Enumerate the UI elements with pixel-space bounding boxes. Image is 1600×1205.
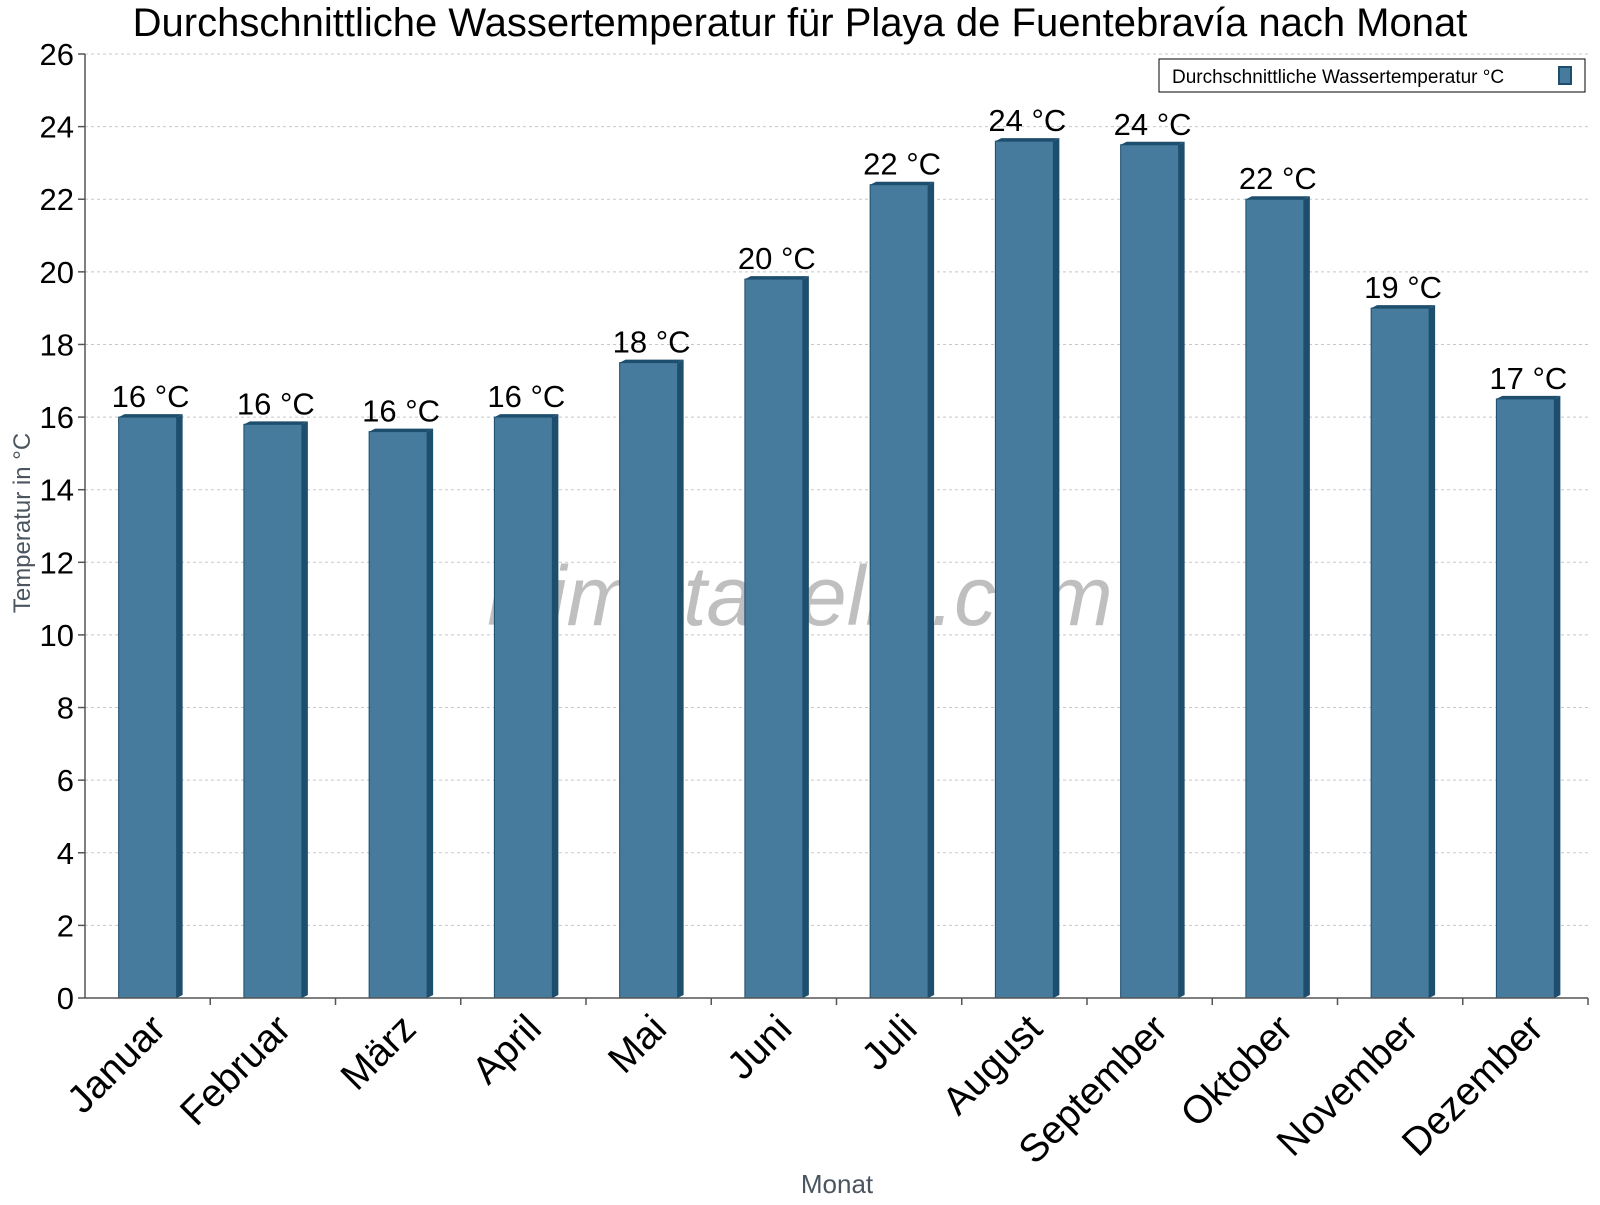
bar: [1120, 141, 1185, 999]
labels-layer: 16 °C 16 °C 16 °C 16 °C 18 °C 20 °C 22 °C 24 °C…: [112, 103, 1568, 428]
bar: [243, 421, 308, 999]
bar-face: [1120, 144, 1180, 999]
bar-side: [677, 359, 684, 999]
y-tick-label: 20: [40, 255, 74, 290]
x-tick-label: Januar: [59, 1007, 174, 1122]
y-tick-label: 8: [57, 691, 74, 726]
y-tick-label: 22: [40, 182, 74, 217]
bar: [869, 181, 935, 999]
bar-face: [243, 423, 303, 999]
bar-face: [619, 362, 679, 999]
bar-side: [802, 276, 809, 999]
bar-top: [744, 276, 809, 280]
bar-top: [118, 414, 183, 418]
bar-value-label: 17 °C: [1489, 361, 1567, 396]
bar-side: [552, 414, 559, 999]
y-tick-label: 6: [57, 763, 74, 798]
bar-top: [1245, 196, 1310, 200]
bar-top: [619, 359, 684, 363]
bar: [994, 138, 1060, 999]
bar: [619, 359, 684, 999]
bar-top: [369, 428, 434, 432]
x-tick-label: April: [464, 1007, 550, 1093]
bar-side: [1053, 138, 1060, 999]
bar-face: [493, 416, 553, 999]
bar-top: [1496, 395, 1561, 399]
bar-side: [928, 181, 935, 998]
y-axis-title: Temperatur in °C: [9, 433, 36, 613]
x-tick-label: März: [333, 1007, 425, 1099]
legend-box: [1158, 58, 1586, 93]
bar-face: [1495, 398, 1555, 999]
chart-title: Durchschnittliche Wassertemperatur für P…: [133, 1, 1468, 45]
bar-value-label: 20 °C: [738, 241, 816, 276]
bar: [493, 414, 559, 999]
y-tick-label: 24: [40, 110, 74, 145]
bar-face: [994, 140, 1054, 999]
y-tick-label: 12: [40, 545, 74, 580]
bars-layer: [118, 138, 1561, 999]
bar-value-label: 24 °C: [988, 103, 1066, 138]
x-tick-label: Februar: [172, 1007, 299, 1134]
bar-value-label: 22 °C: [863, 147, 941, 182]
bar-value-label: 16 °C: [487, 379, 565, 414]
bar: [1245, 196, 1310, 999]
grid-layer: [85, 53, 1588, 926]
x-tick-label: August: [934, 1007, 1050, 1123]
x-tick-label: Juli: [854, 1007, 926, 1079]
bar-value-label: 22 °C: [1239, 161, 1317, 196]
bar-value-label: 16 °C: [237, 386, 315, 421]
y-tick-label: 16: [40, 400, 74, 435]
bar: [368, 428, 434, 999]
y-tick-label: 26: [40, 37, 74, 72]
bar-top: [1120, 141, 1185, 145]
bar: [1495, 395, 1561, 999]
bar-side: [176, 414, 183, 999]
y-tick-label: 14: [40, 473, 74, 508]
bar-value-label: 16 °C: [362, 394, 440, 429]
y-tick-label: 2: [57, 908, 74, 943]
bar: [1370, 305, 1436, 999]
bar-top: [870, 181, 935, 185]
legend-swatch: [1558, 66, 1572, 85]
y-tick-label: 18: [40, 327, 74, 362]
y-tick-label: 10: [40, 618, 74, 653]
x-tick-label: Mai: [600, 1007, 675, 1082]
bar-face: [869, 184, 929, 999]
bar-face: [118, 416, 178, 999]
bar-face: [1370, 307, 1430, 999]
x-tick-label: Juni: [719, 1007, 800, 1088]
bar-top: [494, 414, 559, 418]
bar-side: [1178, 141, 1185, 998]
bar-face: [744, 278, 804, 999]
bar: [118, 414, 183, 999]
x-axis-title: Monat: [801, 1169, 874, 1199]
bar-top: [243, 421, 308, 425]
bar-top: [995, 138, 1060, 142]
bar-face: [1245, 198, 1305, 999]
x-tick-label: Oktober: [1173, 1007, 1302, 1136]
bar-top: [1371, 305, 1436, 309]
legend-label: Durchschnittliche Wassertemperatur °C: [1172, 67, 1504, 88]
bar-side: [1554, 395, 1561, 998]
y-tick-label: 4: [57, 836, 74, 871]
bar-side: [301, 421, 308, 998]
bar-value-label: 18 °C: [613, 325, 691, 360]
bar-side: [1303, 196, 1310, 998]
bar-face: [368, 431, 428, 999]
bar-value-label: 24 °C: [1114, 107, 1192, 142]
bar-value-label: 19 °C: [1364, 270, 1442, 305]
bar-side: [1429, 305, 1436, 999]
bar: [744, 276, 809, 999]
bar-value-label: 16 °C: [112, 379, 190, 414]
y-tick-label: 0: [57, 981, 74, 1016]
legend: Durchschnittliche Wassertemperatur °C: [1158, 58, 1586, 93]
bar-side: [427, 428, 434, 999]
